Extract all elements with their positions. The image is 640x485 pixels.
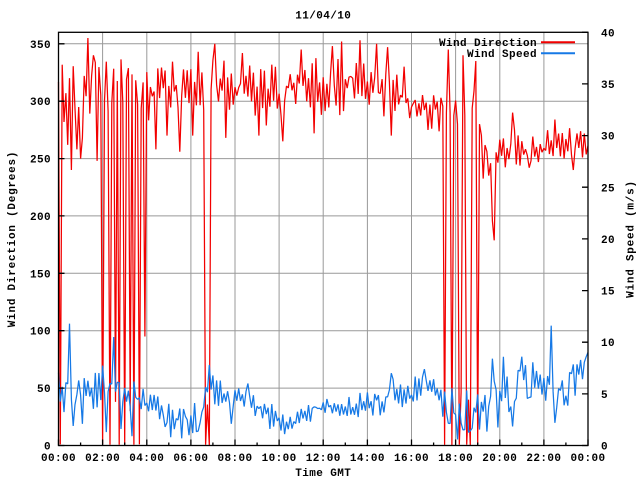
svg-text:100: 100 — [30, 327, 51, 339]
svg-text:11/04/10: 11/04/10 — [295, 11, 351, 23]
svg-text:Wind Direction: Wind Direction — [439, 38, 537, 50]
svg-text:0: 0 — [44, 442, 51, 454]
svg-text:12:00: 12:00 — [306, 453, 341, 465]
svg-text:16:00: 16:00 — [394, 453, 429, 465]
svg-text:02:00: 02:00 — [85, 453, 120, 465]
svg-text:04:00: 04:00 — [129, 453, 164, 465]
svg-text:30: 30 — [601, 132, 615, 144]
svg-text:Wind Speed: Wind Speed — [467, 49, 537, 61]
svg-text:10:00: 10:00 — [262, 453, 297, 465]
svg-text:200: 200 — [30, 212, 51, 224]
svg-text:20:00: 20:00 — [482, 453, 517, 465]
svg-text:14:00: 14:00 — [350, 453, 385, 465]
svg-text:5: 5 — [601, 390, 608, 402]
svg-text:Time GMT: Time GMT — [295, 468, 351, 480]
svg-text:25: 25 — [601, 183, 615, 195]
svg-text:00:00: 00:00 — [41, 453, 76, 465]
svg-text:250: 250 — [30, 155, 51, 167]
svg-text:350: 350 — [30, 40, 51, 52]
svg-text:20: 20 — [601, 235, 615, 247]
svg-text:15: 15 — [601, 287, 615, 299]
svg-text:18:00: 18:00 — [438, 453, 473, 465]
svg-text:00:00: 00:00 — [570, 453, 605, 465]
svg-text:40: 40 — [601, 28, 615, 40]
svg-text:0: 0 — [601, 442, 608, 454]
svg-text:10: 10 — [601, 338, 615, 350]
svg-text:50: 50 — [37, 384, 51, 396]
svg-text:35: 35 — [601, 80, 615, 92]
svg-text:Wind Direction (Degrees): Wind Direction (Degrees) — [7, 151, 19, 327]
svg-text:300: 300 — [30, 97, 51, 109]
svg-text:08:00: 08:00 — [217, 453, 252, 465]
svg-text:22:00: 22:00 — [526, 453, 561, 465]
svg-text:150: 150 — [30, 269, 51, 281]
svg-text:06:00: 06:00 — [173, 453, 208, 465]
svg-text:Wind Speed (m/s): Wind Speed (m/s) — [626, 180, 638, 298]
